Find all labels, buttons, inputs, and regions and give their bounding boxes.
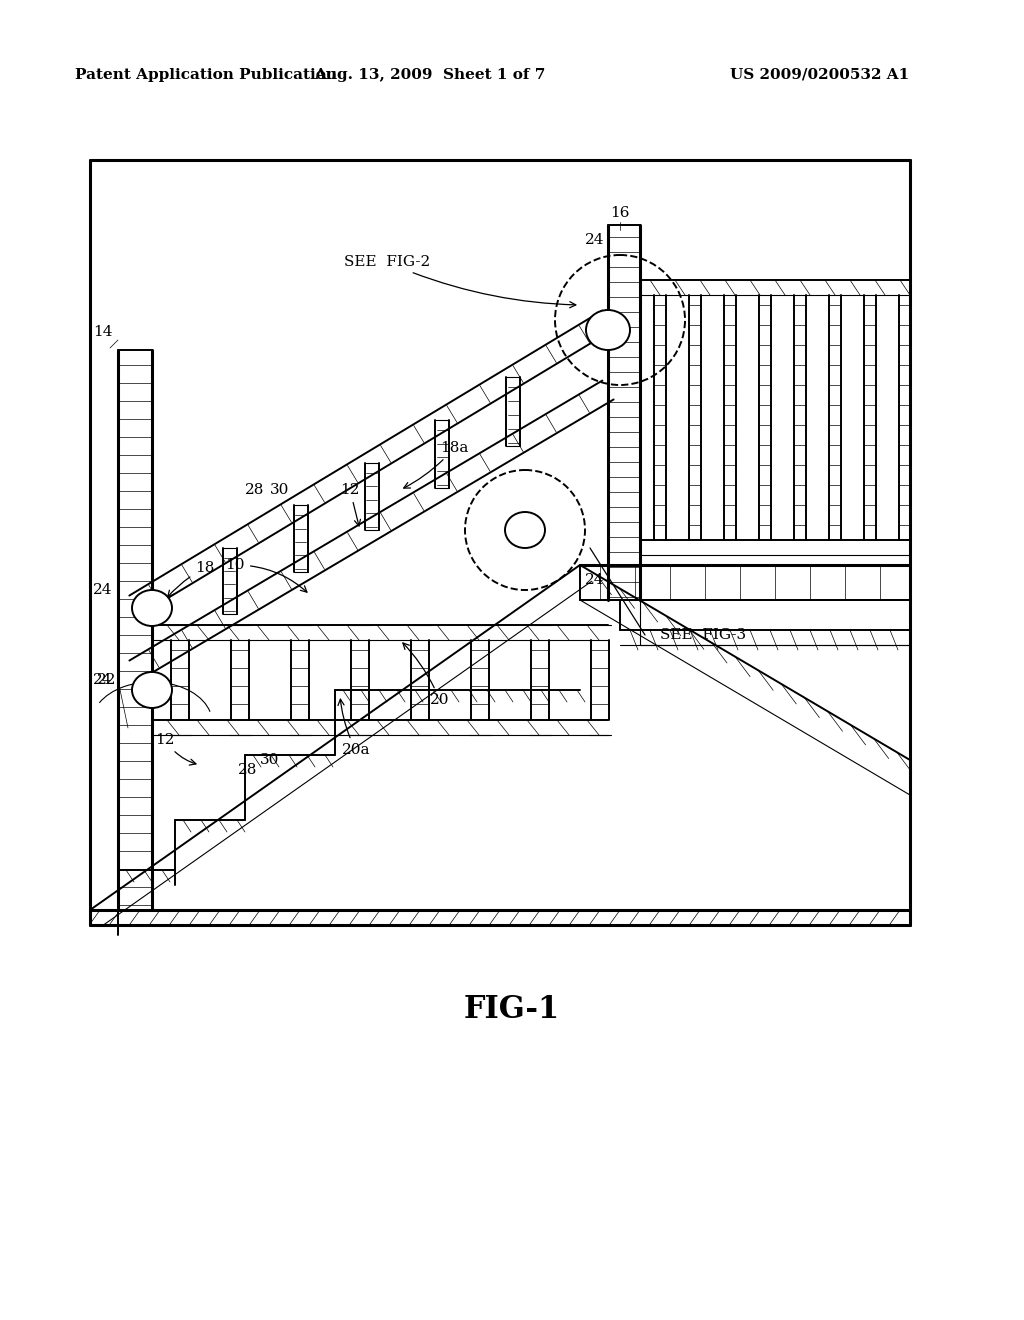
Text: 24: 24 (586, 234, 605, 247)
Text: 28: 28 (239, 763, 258, 777)
Text: Aug. 13, 2009  Sheet 1 of 7: Aug. 13, 2009 Sheet 1 of 7 (314, 69, 546, 82)
Text: 12: 12 (340, 483, 360, 525)
Text: 18a: 18a (403, 441, 468, 488)
Text: FIG-1: FIG-1 (464, 994, 560, 1026)
Text: 18: 18 (168, 561, 214, 597)
Text: 14: 14 (93, 325, 113, 339)
Text: US 2009/0200532 A1: US 2009/0200532 A1 (730, 69, 909, 82)
Text: 22: 22 (97, 673, 117, 686)
Text: 20a: 20a (338, 700, 370, 756)
Text: 30: 30 (270, 483, 290, 498)
Text: 20: 20 (402, 643, 450, 708)
Ellipse shape (132, 672, 172, 708)
Ellipse shape (132, 590, 172, 626)
Text: 12: 12 (156, 733, 196, 766)
Text: 24: 24 (586, 573, 605, 587)
Text: 10: 10 (225, 558, 307, 593)
Text: 16: 16 (610, 206, 630, 220)
Text: 30: 30 (260, 752, 280, 767)
Ellipse shape (505, 512, 545, 548)
Text: 24: 24 (93, 673, 113, 686)
Text: SEE  FIG-2: SEE FIG-2 (344, 255, 575, 308)
Text: SEE  FIG-3: SEE FIG-3 (660, 628, 746, 642)
Text: 28: 28 (246, 483, 264, 498)
Text: 24: 24 (93, 583, 113, 597)
Ellipse shape (586, 310, 630, 350)
Text: Patent Application Publication: Patent Application Publication (75, 69, 337, 82)
